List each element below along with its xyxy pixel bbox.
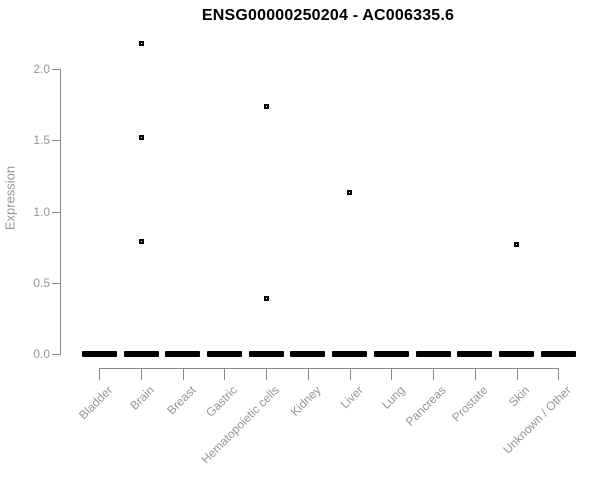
x-tick-label: Lung bbox=[378, 383, 408, 412]
y-axis-tick bbox=[52, 140, 60, 142]
outlier-point bbox=[263, 295, 269, 301]
outlier-point bbox=[138, 238, 144, 244]
box-median-bar bbox=[165, 351, 201, 357]
x-axis-tick bbox=[516, 368, 518, 380]
y-axis-tick bbox=[52, 211, 60, 213]
x-axis-tick bbox=[182, 368, 184, 380]
x-axis-tick bbox=[99, 368, 101, 380]
x-tick-label: Prostate bbox=[449, 383, 491, 425]
y-axis-line bbox=[60, 69, 61, 355]
x-tick-label: Pancreas bbox=[403, 383, 449, 429]
outlier-point bbox=[347, 190, 353, 196]
outlier-point bbox=[263, 103, 269, 109]
y-tick-label: 2.0 bbox=[33, 62, 50, 76]
box-median-bar bbox=[206, 351, 242, 357]
x-axis-tick bbox=[266, 368, 268, 380]
box-median-bar bbox=[540, 351, 576, 357]
y-axis-tick bbox=[52, 69, 60, 70]
box-median-bar bbox=[332, 351, 368, 357]
x-tick-label: Kidney bbox=[287, 383, 324, 419]
box-median-bar bbox=[248, 351, 284, 357]
chart-title: ENSG00000250204 - AC006335.6 bbox=[201, 7, 455, 24]
box-median-bar bbox=[373, 351, 409, 357]
y-axis-title: Expression bbox=[2, 165, 18, 231]
y-tick-label: 1.0 bbox=[33, 204, 50, 219]
box-median-bar bbox=[415, 351, 451, 357]
x-axis-tick bbox=[558, 368, 560, 380]
x-axis-tick bbox=[433, 368, 435, 380]
x-tick-label: Brain bbox=[127, 383, 157, 413]
x-axis-tick bbox=[391, 368, 393, 380]
y-tick-label: 0.5 bbox=[33, 275, 50, 290]
x-axis-tick bbox=[141, 368, 143, 380]
x-tick-label: Gastric bbox=[203, 383, 241, 420]
box-median-bar bbox=[290, 351, 326, 357]
x-axis-tick bbox=[307, 368, 309, 380]
box-median-bar bbox=[81, 351, 117, 357]
outlier-point bbox=[138, 134, 144, 140]
box-median-bar bbox=[457, 351, 493, 357]
x-tick-label: Liver bbox=[337, 383, 366, 412]
x-axis-tick bbox=[349, 368, 351, 380]
x-tick-label: Bladder bbox=[76, 383, 116, 423]
x-tick-label: Hematopoietic cells bbox=[198, 383, 283, 467]
outlier-point bbox=[138, 40, 144, 46]
y-axis-tick bbox=[52, 354, 60, 355]
box-median-bar bbox=[499, 351, 534, 357]
x-axis-line bbox=[99, 368, 560, 369]
y-axis-tick bbox=[52, 282, 60, 284]
y-tick-label: 1.5 bbox=[33, 133, 50, 148]
x-tick-label: Breast bbox=[164, 383, 199, 418]
x-axis-tick bbox=[224, 368, 226, 380]
y-tick-label: 0.0 bbox=[33, 347, 50, 361]
outlier-point bbox=[514, 241, 519, 247]
box-median-bar bbox=[123, 351, 159, 357]
x-tick-label: Skin bbox=[505, 383, 533, 410]
x-axis-tick bbox=[474, 368, 476, 380]
